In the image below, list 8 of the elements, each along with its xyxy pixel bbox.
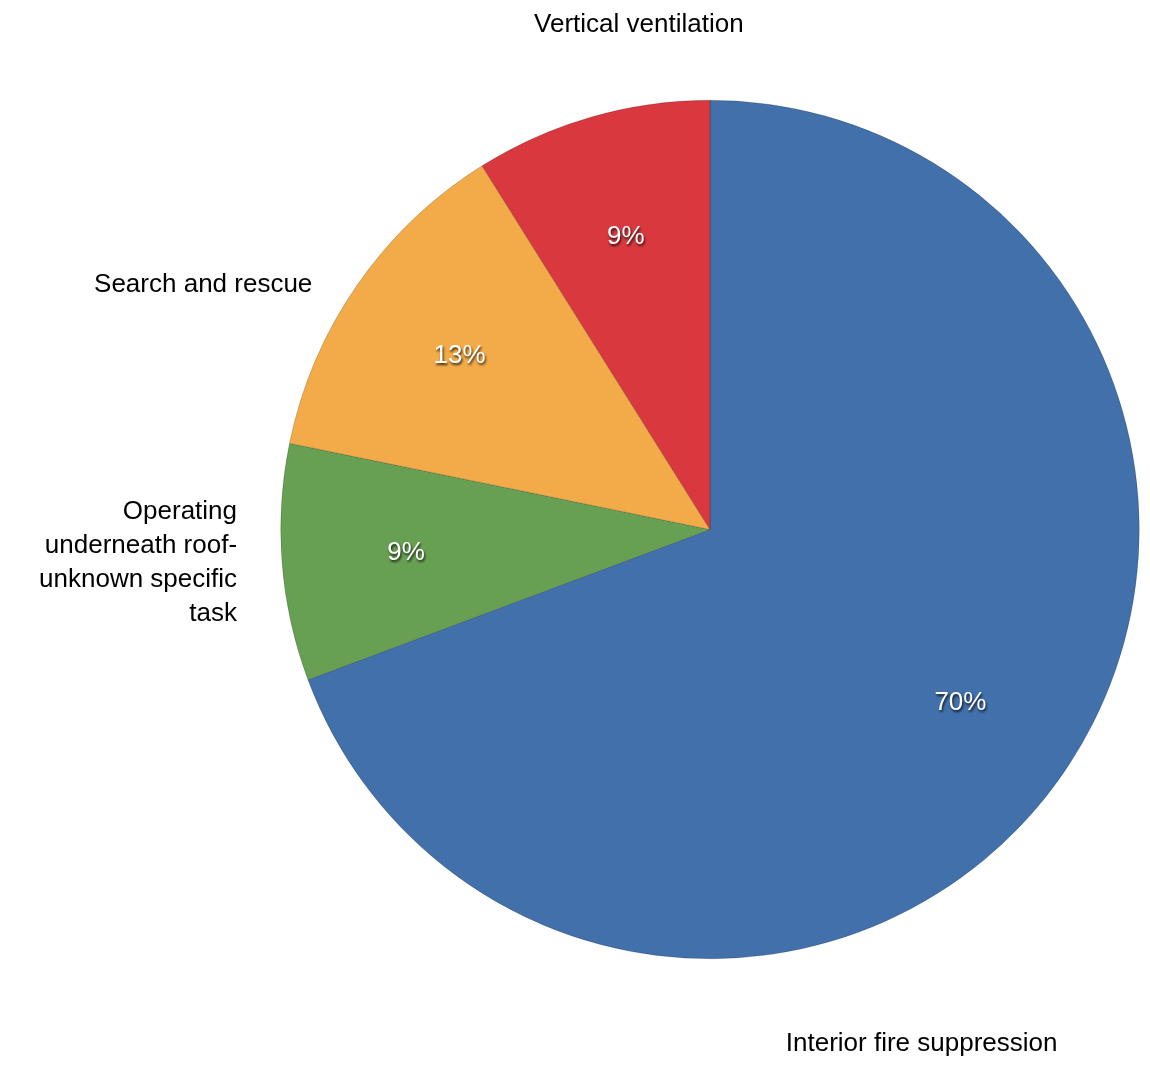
slice-label: Operating underneath roof-unknown specific task bbox=[39, 495, 239, 628]
slice-label: Vertical ventilation bbox=[534, 8, 744, 39]
data-label: 13% bbox=[433, 338, 486, 369]
data-label: 9% bbox=[387, 536, 425, 567]
data-label: 9% bbox=[607, 219, 645, 250]
slice-label: Interior fire suppression bbox=[785, 1026, 1058, 1057]
data-label: 70% bbox=[934, 686, 987, 717]
slice-label: Search and rescue bbox=[94, 267, 313, 298]
